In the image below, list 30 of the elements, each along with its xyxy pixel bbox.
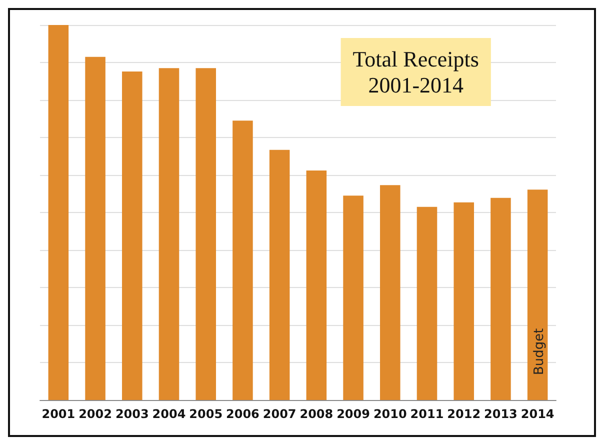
x-tick-label: 2001: [42, 407, 76, 421]
x-tick-label: 2005: [189, 407, 223, 421]
annotation: Budget: [532, 328, 547, 375]
bar: [48, 25, 69, 400]
bar: [454, 202, 474, 400]
x-tick-label: 2013: [484, 407, 518, 421]
bar: [416, 206, 438, 400]
bar: [122, 72, 142, 400]
x-tick-label: 2008: [300, 407, 334, 421]
x-tick-label: 2014: [520, 407, 554, 421]
x-tick-label: 2010: [373, 407, 407, 421]
x-tick-label: 2003: [115, 407, 149, 421]
x-tick-label: 2002: [78, 407, 112, 421]
bar: [306, 170, 327, 400]
bar: [158, 68, 180, 400]
bar: [343, 196, 364, 400]
x-tick-label: 2006: [226, 407, 260, 421]
bar: [232, 120, 253, 400]
bar: [527, 190, 548, 400]
x-tick-label: 2007: [262, 407, 296, 421]
x-tick-label: 2012: [447, 407, 481, 421]
x-tick-label: 2011: [410, 407, 444, 421]
bar: [196, 68, 216, 400]
text: Total Receipts 2001-2014: [352, 46, 479, 98]
bar: [380, 185, 400, 400]
bar: [490, 198, 511, 400]
bar: [85, 56, 106, 400]
bar: [269, 150, 290, 400]
x-tick-label: 2004: [152, 407, 186, 421]
x-tick-label: 2009: [336, 407, 370, 421]
